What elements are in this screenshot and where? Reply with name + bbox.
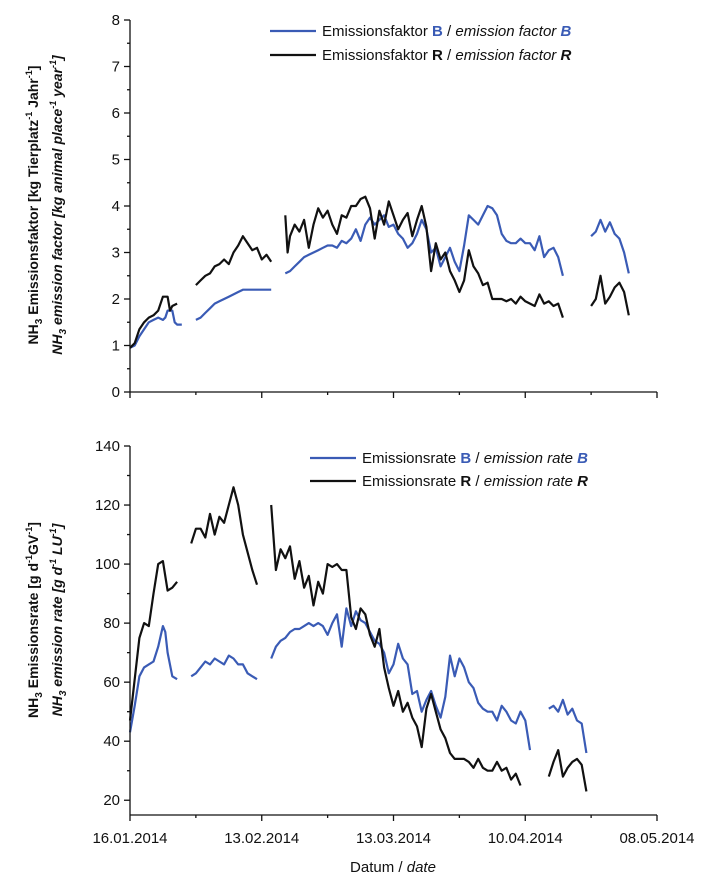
bottom-series-b-segment-3 bbox=[548, 698, 588, 754]
top-y-tick-label: 6 bbox=[112, 105, 120, 122]
top-series-r-segment-3 bbox=[590, 274, 630, 316]
top-legend-label-b: Emissionsfaktor B / emission factor B bbox=[322, 23, 571, 40]
top-series-r-segment-1 bbox=[195, 235, 273, 286]
bottom-y-tick-label: 20 bbox=[103, 792, 120, 809]
bottom-plot-area bbox=[128, 486, 588, 792]
top-y-tick-label: 1 bbox=[112, 338, 120, 355]
top-series-b-segment-0 bbox=[129, 309, 182, 349]
bottom-series-r-segment-3 bbox=[547, 749, 588, 792]
top-y-tick-label: 0 bbox=[112, 384, 120, 401]
bottom-series-r-segment-1 bbox=[190, 486, 259, 586]
x-tick-label: 10.04.2014 bbox=[488, 830, 563, 847]
bottom-legend-label-r: Emissionsrate R / emission rate R bbox=[362, 473, 588, 490]
emission-rate-chart: 20 40 60 80 100 120 140 16.01.2014 13.02.2014 13.… bbox=[24, 438, 695, 876]
x-tick-label: 13.02.2014 bbox=[224, 830, 299, 847]
bottom-series-b-segment-0 bbox=[128, 625, 178, 733]
top-series-r-segment-2 bbox=[284, 195, 564, 318]
bottom-y-tick-label: 40 bbox=[103, 733, 120, 750]
top-axes: 0 1 2 3 4 5 6 7 8 bbox=[112, 12, 658, 401]
top-series-b-segment-2 bbox=[284, 204, 564, 277]
emission-factor-chart: 0 1 2 3 4 5 6 7 8 NH3 Emissionsfaktor [kg Tierpl… bbox=[24, 12, 658, 401]
top-series-b-segment-3 bbox=[590, 218, 630, 274]
bottom-y-tick-label: 140 bbox=[95, 438, 120, 455]
bottom-axes: 20 40 60 80 100 120 140 16.01.2014 13.02.2014 13.… bbox=[92, 438, 694, 847]
bottom-y-tick-label: 100 bbox=[95, 556, 120, 573]
top-y-tick-label: 8 bbox=[112, 12, 120, 29]
top-y-tick-label: 5 bbox=[112, 152, 120, 169]
top-y-axis-label-de: NH3 Emissionsfaktor [kg Tierplatz-1 Jahr… bbox=[24, 66, 45, 345]
top-y-axis-label-en: NH3 emission factor [kg animal place-1 y… bbox=[48, 54, 69, 355]
x-tick-label: 08.05.2014 bbox=[619, 830, 694, 847]
top-legend: Emissionsfaktor B / emission factor B Em… bbox=[270, 23, 571, 64]
bottom-series-b-segment-2 bbox=[270, 607, 532, 751]
top-series-r-segment-0 bbox=[129, 295, 178, 349]
bottom-y-tick-label: 80 bbox=[103, 615, 120, 632]
bottom-y-tick-label: 60 bbox=[103, 674, 120, 691]
x-tick-label: 13.03.2014 bbox=[356, 830, 431, 847]
top-y-tick-label: 2 bbox=[112, 291, 120, 308]
x-tick-label: 16.01.2014 bbox=[92, 830, 167, 847]
bottom-legend: Emissionsrate B / emission rate B Emissi… bbox=[310, 450, 588, 490]
bottom-series-b-segment-1 bbox=[190, 654, 258, 681]
bottom-series-r-segment-2 bbox=[270, 504, 522, 786]
x-axis-label: Datum / date bbox=[350, 859, 436, 876]
top-y-tick-label: 7 bbox=[112, 59, 120, 76]
top-legend-label-r: Emissionsfaktor R / emission factor R bbox=[322, 47, 571, 64]
bottom-y-axis-label-en: NH3 emission rate [g d-1 LU-1] bbox=[48, 522, 69, 716]
bottom-legend-label-b: Emissionsrate B / emission rate B bbox=[362, 450, 588, 467]
top-series-b-segment-1 bbox=[195, 288, 272, 321]
top-y-tick-label: 3 bbox=[112, 245, 120, 262]
top-y-tick-label: 4 bbox=[112, 198, 120, 215]
bottom-series-r-segment-0 bbox=[128, 560, 178, 721]
top-plot-area bbox=[129, 195, 630, 349]
bottom-y-axis-label-de: NH3 Emissionsrate [g d-1GV-1] bbox=[24, 522, 45, 718]
bottom-y-tick-label: 120 bbox=[95, 497, 120, 514]
